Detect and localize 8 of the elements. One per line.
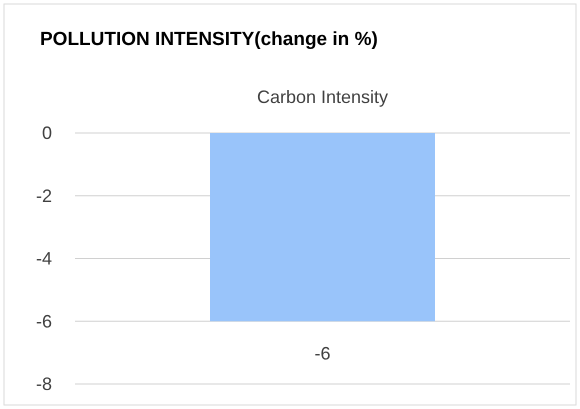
chart-title: POLLUTION INTENSITY(change in %)	[40, 29, 378, 50]
y-tick-label: -6	[36, 311, 52, 332]
x-tick-label: Carbon Intensity	[256, 87, 388, 107]
y-tick-label: 0	[42, 123, 52, 143]
y-tick-label: -2	[36, 186, 52, 206]
y-tick-label: -8	[36, 374, 52, 394]
data-label: -6	[314, 343, 331, 364]
y-tick-label: -4	[36, 248, 52, 268]
